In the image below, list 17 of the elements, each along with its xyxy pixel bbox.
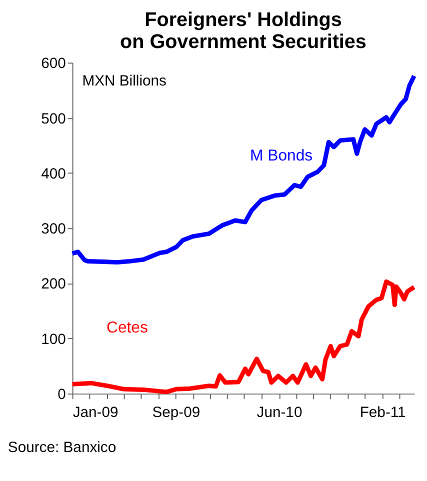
x-tick-label: Jun-10 bbox=[256, 404, 302, 421]
y-tick-label: 0 bbox=[58, 387, 66, 404]
chart-title: Foreigners' Holdings on Government Securities bbox=[120, 9, 366, 53]
x-tick-label: Sep-09 bbox=[152, 404, 200, 421]
x-tick-label: Feb-11 bbox=[360, 404, 406, 421]
y-tick-label: 600 bbox=[41, 56, 66, 72]
source-note: Source: Banxico bbox=[8, 440, 116, 456]
series-label: M Bonds bbox=[250, 147, 313, 164]
y-tick-label: 400 bbox=[41, 166, 66, 182]
y-tick-label: 200 bbox=[41, 276, 66, 293]
y-tick-label: 100 bbox=[41, 332, 66, 348]
line-series bbox=[70, 74, 416, 265]
x-tick-label: Jan-09 bbox=[72, 404, 118, 421]
text: Cetes bbox=[106, 319, 148, 336]
annotation: MXN Billions bbox=[82, 73, 166, 90]
y-tick-label: 500 bbox=[41, 111, 66, 128]
y-tick-label: 300 bbox=[41, 222, 66, 238]
